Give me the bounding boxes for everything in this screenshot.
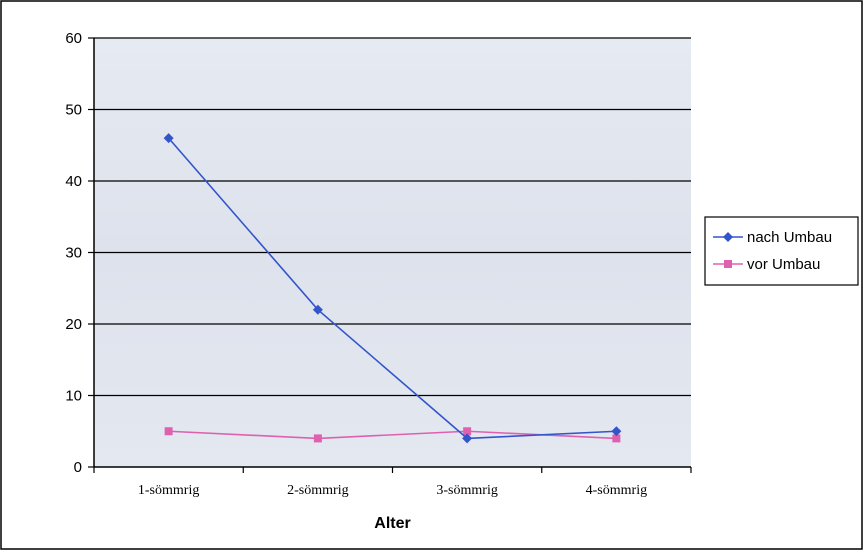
series xyxy=(163,133,622,444)
legend: nach Umbau vor Umbau xyxy=(704,216,859,286)
legend-marker xyxy=(723,232,733,242)
data-point xyxy=(313,434,322,443)
x-tick-label: 1-sömmrig xyxy=(138,483,199,498)
legend-item: nach Umbau xyxy=(713,229,832,246)
data-point xyxy=(462,433,473,444)
legend-marker xyxy=(724,260,732,268)
axes xyxy=(88,37,692,473)
data-point xyxy=(164,427,173,436)
x-tick-labels: 1-sömmrig 2-sömmrig 3-sömmrig 4-sömmrig xyxy=(138,483,647,498)
y-tick-label: 50 xyxy=(65,102,82,119)
data-point xyxy=(463,427,472,436)
gridlines xyxy=(94,37,691,397)
data-point xyxy=(163,133,174,144)
y-tick-label: 20 xyxy=(65,316,82,333)
y-tick-labels: 0 10 20 30 40 50 60 xyxy=(65,30,82,476)
legend-box xyxy=(704,216,859,286)
y-tick-label: 30 xyxy=(65,245,82,262)
legend-label: nach Umbau xyxy=(747,229,832,246)
y-tick-label: 10 xyxy=(65,388,82,405)
series-line xyxy=(168,137,617,440)
y-tick-label: 0 xyxy=(74,459,82,476)
y-tick-label: 60 xyxy=(65,30,82,47)
x-tick-label: 2-sömmrig xyxy=(287,483,348,498)
legend-item: vor Umbau xyxy=(713,256,820,273)
x-tick-label: 3-sömmrig xyxy=(436,483,497,498)
data-point xyxy=(612,434,621,443)
series-0 xyxy=(163,133,622,444)
x-axis-title: Alter xyxy=(374,515,410,532)
x-tick-label: 4-sömmrig xyxy=(586,483,647,498)
data-point xyxy=(611,426,622,437)
legend-label: vor Umbau xyxy=(747,256,820,273)
y-tick-label: 40 xyxy=(65,173,82,190)
data-point xyxy=(312,304,323,315)
